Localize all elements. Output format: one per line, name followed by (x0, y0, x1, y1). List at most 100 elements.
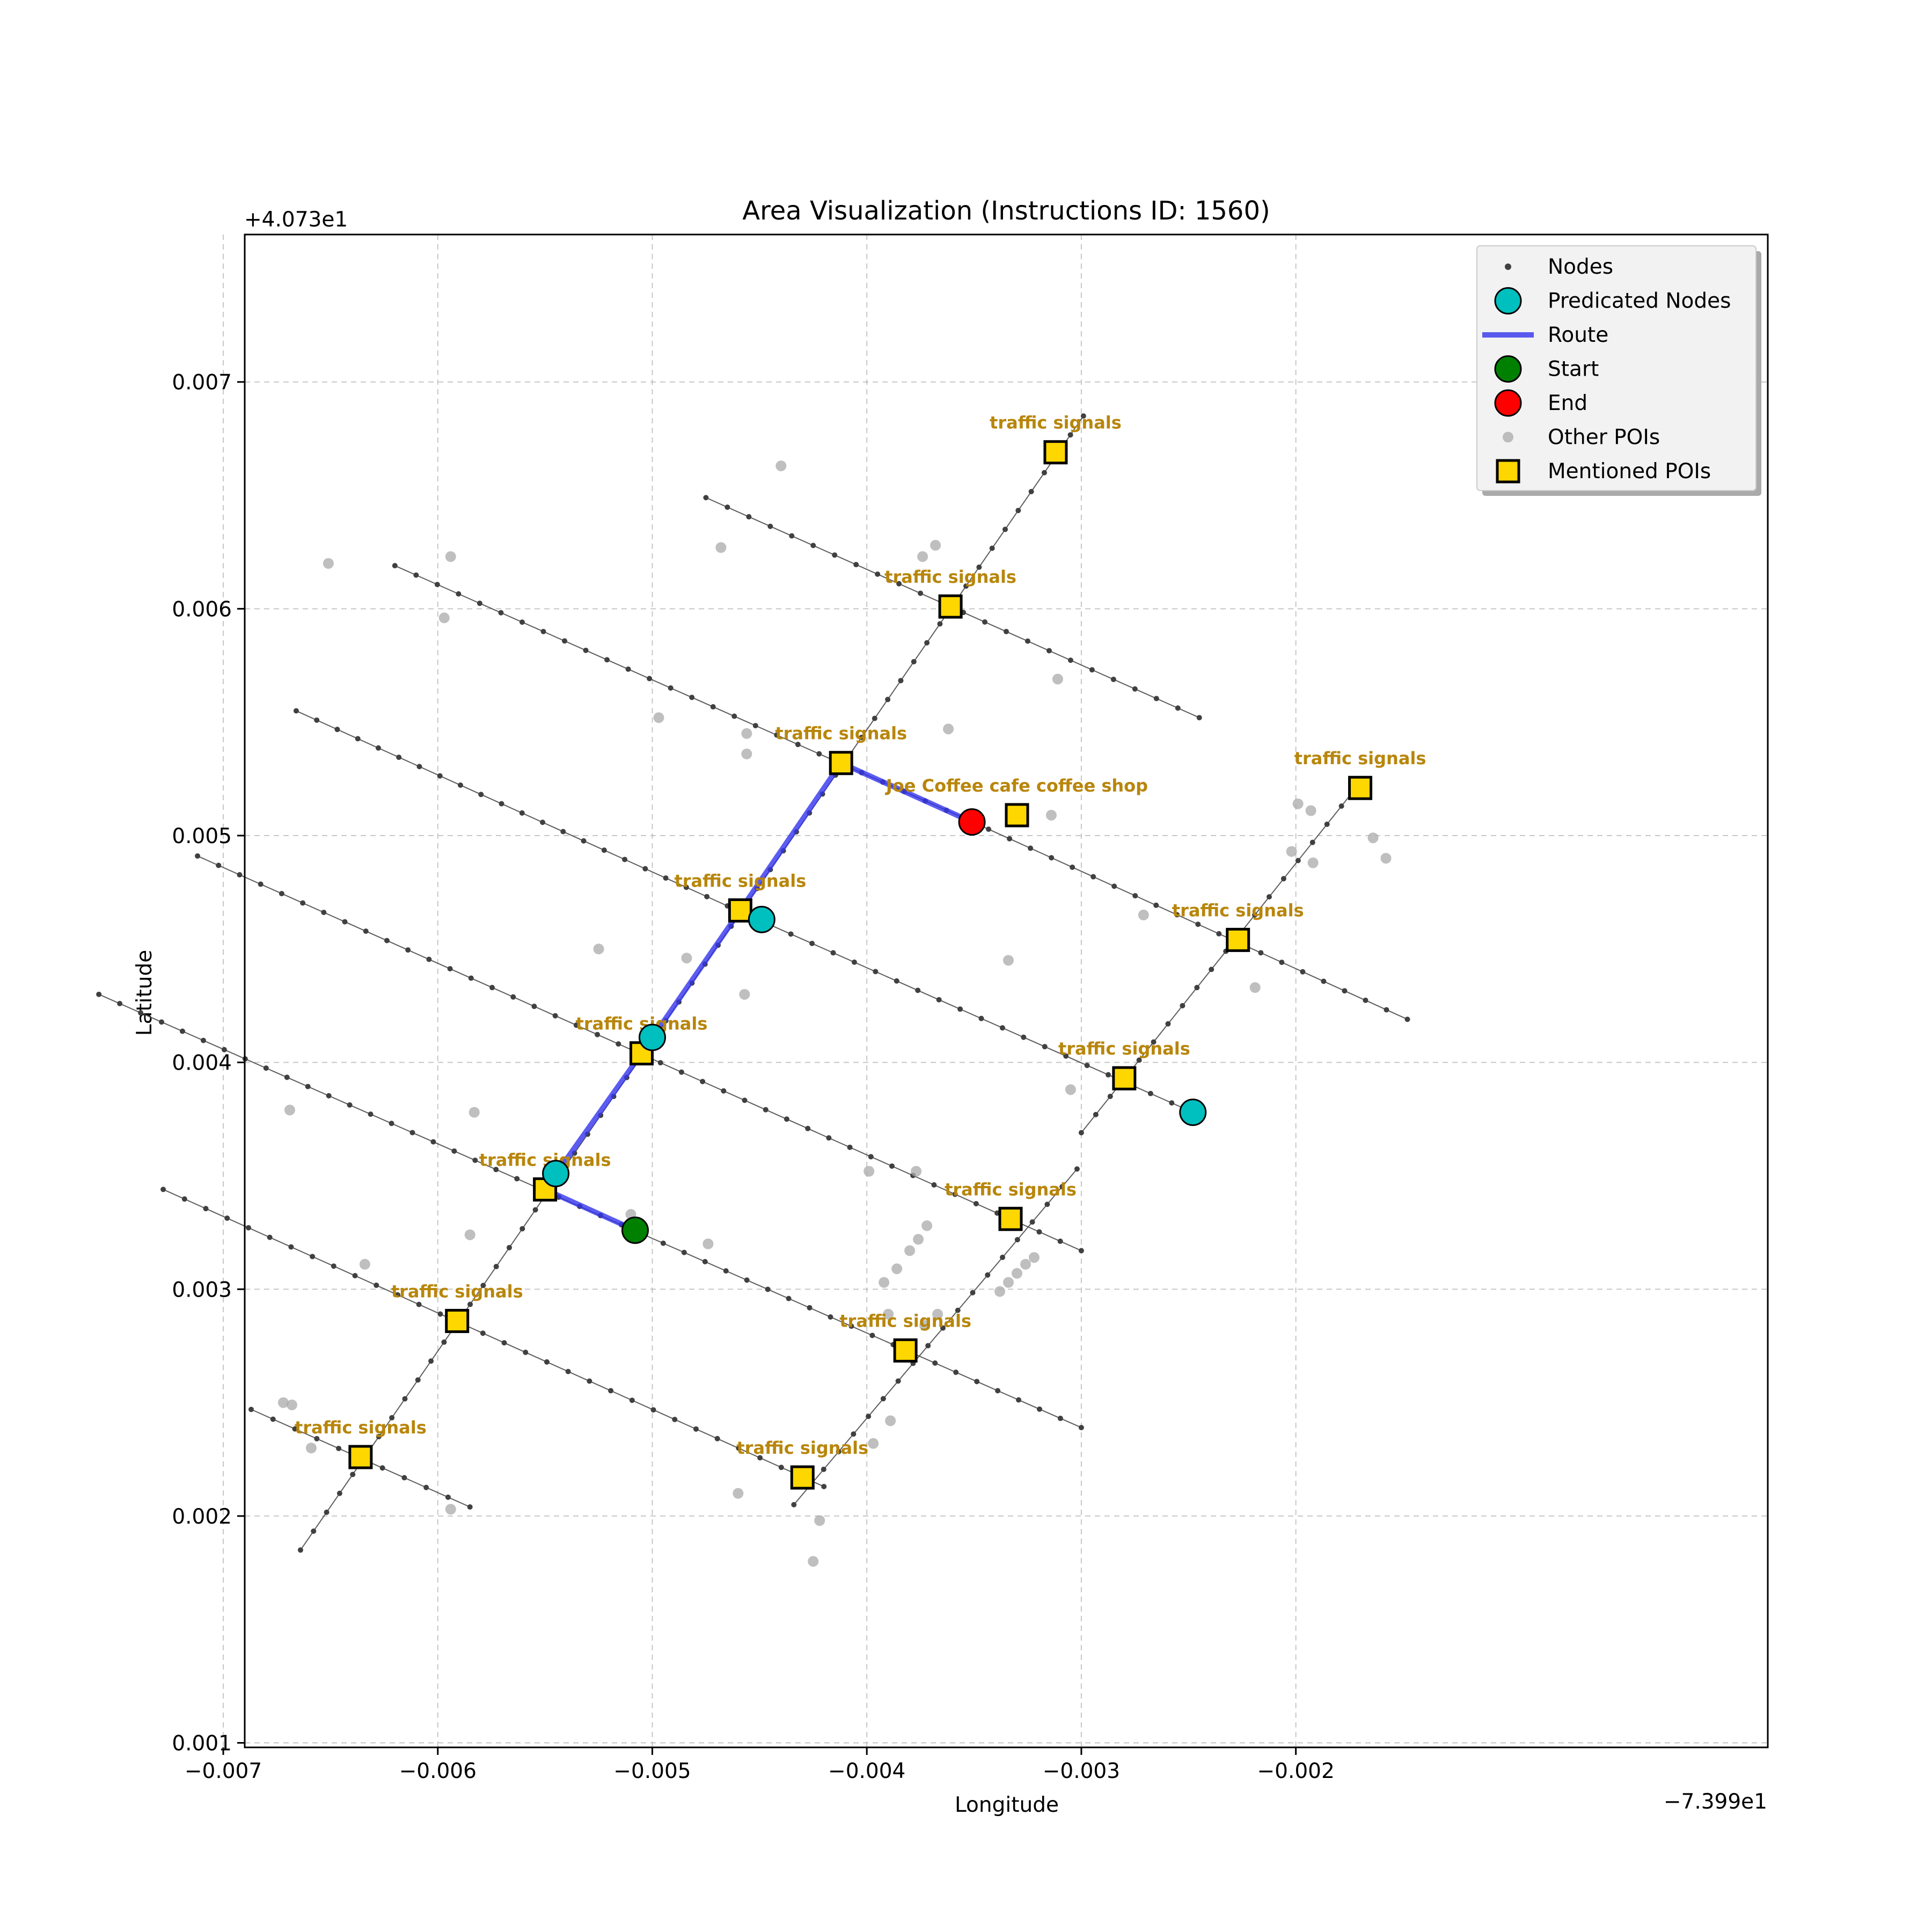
end-marker (958, 808, 986, 836)
other-poi-dot (464, 1229, 475, 1240)
mentioned-poi-marker (1043, 440, 1068, 465)
street-node (866, 1414, 872, 1419)
street-node (263, 1065, 269, 1071)
mentioned-poi-marker (1005, 803, 1029, 828)
street-node (721, 1088, 727, 1094)
street-node (595, 1031, 601, 1037)
street-node (96, 991, 102, 997)
street-segment (793, 1168, 1078, 1505)
other-poi-dot (277, 1397, 289, 1408)
x-tick-label: −0.006 (399, 1759, 477, 1783)
street-node (279, 891, 284, 897)
street-node (1342, 988, 1348, 994)
street-node (506, 1245, 512, 1250)
street-node (342, 919, 348, 925)
street-node (953, 1370, 959, 1375)
street-node (288, 1244, 294, 1250)
street-node (416, 764, 422, 770)
street-node (647, 676, 653, 682)
street-node (416, 1301, 422, 1307)
x-axis-label: Longitude (955, 1793, 1059, 1817)
street-node (1067, 432, 1073, 438)
street-node (1067, 657, 1073, 663)
street-node (1153, 696, 1159, 701)
street-node (642, 866, 648, 872)
predicated-node (542, 1160, 570, 1188)
street-node (970, 1290, 976, 1296)
street-node (336, 1490, 342, 1496)
x-offset-label: −7.399e1 (1664, 1790, 1767, 1814)
street-node (331, 1263, 336, 1269)
mentioned-poi-marker (629, 1041, 654, 1066)
street-node (1363, 997, 1368, 1003)
other-poi-dot (1011, 1268, 1022, 1279)
legend-label: Route (1548, 323, 1608, 347)
street-node (1309, 839, 1315, 845)
street-node (989, 545, 995, 551)
street-node (451, 1148, 457, 1154)
street-node (898, 678, 904, 684)
street-node (270, 1416, 276, 1422)
street-node (1093, 1111, 1099, 1117)
mentioned-poi-marker (728, 898, 752, 923)
chart-title: Area Visualization (Instructions ID: 156… (742, 196, 1270, 226)
street-node (352, 1273, 358, 1279)
street-node (321, 910, 327, 916)
other-poi-dot (1286, 846, 1297, 857)
street-node (379, 1465, 385, 1471)
street-node (1078, 1248, 1084, 1254)
street-node (786, 1296, 792, 1301)
mentioned-poi-marker (998, 1206, 1023, 1231)
street-node (437, 773, 443, 779)
mentioned-poi-marker (938, 594, 963, 619)
other-poi-dot (921, 1220, 933, 1231)
street-node (616, 1041, 621, 1047)
other-poi-dot (715, 542, 727, 553)
street-node (514, 1176, 520, 1182)
street-node (480, 1283, 486, 1289)
other-poi-dot (1020, 1258, 1031, 1270)
street-node (995, 1388, 1001, 1394)
street-node (248, 1407, 254, 1413)
other-poi-dot (1305, 805, 1316, 816)
street-node (650, 1407, 656, 1413)
street-node (478, 792, 484, 797)
street-node (952, 1191, 958, 1197)
street-node (565, 1368, 571, 1374)
street-node (932, 1360, 938, 1366)
other-poi-dot (868, 1438, 879, 1449)
street-node (924, 640, 930, 646)
other-poi-dot (1367, 832, 1379, 844)
street-node (788, 931, 794, 937)
street-node (314, 1436, 320, 1441)
street-node (389, 1415, 395, 1421)
street-node (221, 1046, 227, 1052)
street-node (1175, 705, 1181, 711)
x-tick-label: −0.004 (828, 1759, 905, 1783)
street-node (895, 1378, 901, 1384)
street-node (1132, 686, 1138, 692)
legend-start-icon (1494, 355, 1522, 383)
street-node (402, 1396, 408, 1402)
street-node (601, 847, 607, 853)
street-node (875, 571, 881, 577)
street-node (872, 715, 877, 721)
street-node (456, 591, 462, 597)
street-node (784, 1116, 789, 1122)
legend-mentioned-poi-icon (1496, 459, 1520, 484)
street-node (1042, 1044, 1048, 1050)
other-poi-dot (885, 1415, 896, 1426)
route-layer (542, 760, 974, 1233)
mentioned-poi-label: traffic signals (391, 1281, 523, 1301)
street-node (426, 956, 432, 962)
other-poi-dot (1052, 674, 1063, 685)
street-node (657, 1060, 663, 1066)
street-node (1151, 1039, 1157, 1045)
street-node (224, 1215, 230, 1221)
other-poi-dot (445, 1504, 456, 1515)
street-node (963, 583, 969, 589)
predicated-node (638, 1023, 666, 1051)
other-poi-dot (883, 1308, 894, 1320)
street-node (392, 563, 398, 569)
legend-nodes-icon (1505, 264, 1511, 270)
